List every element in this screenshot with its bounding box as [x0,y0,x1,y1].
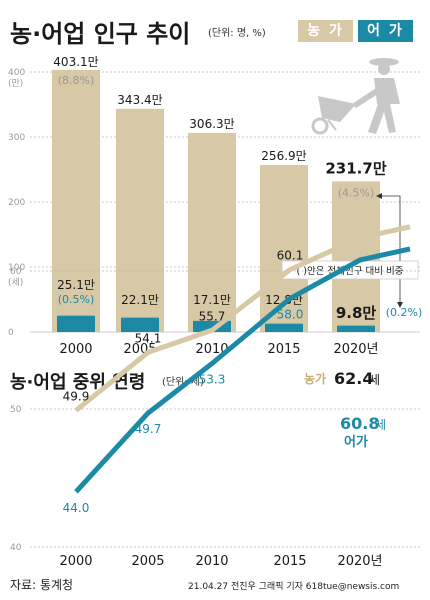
fish-value-label: 9.8만 [336,304,377,322]
x-category-label: 2010 [195,342,228,357]
y-tick-label: 300 [8,133,25,143]
farmer-wheelbarrow-illustration [311,58,400,135]
x-category-label: 2020년 [333,342,378,357]
fish-bar [121,317,159,332]
legend-farm: 농 가 [298,20,353,42]
farm-age-label: 55.7 [199,309,226,323]
fish-series-name: 어가 [344,434,368,450]
age-unit-label: (단위: 세) [162,377,204,388]
x-category-label: 2005 [131,554,164,569]
fish-age-line [74,246,411,494]
annotation-note: ( )안은 전체인구 대비 비중 [297,266,404,277]
x-category-label: 2015 [273,554,306,569]
y-tick-label: 40 [10,543,22,553]
farm-value-label: 256.9만 [261,149,306,163]
y-tick-label: 400 [8,68,25,78]
fish-end-value: 60.8 [340,414,379,433]
y-unit-label: (만) [8,78,23,89]
farm-bar [116,108,164,332]
farm-age-label: 49.9 [63,389,90,403]
farm-age-label: 60.1 [277,249,304,263]
x-category-label: 2015 [267,342,300,357]
fish-bar [265,323,303,332]
x-category-label: 2010 [195,554,228,569]
annotation-arrow [376,193,382,199]
farm-age-label: 54.1 [135,331,162,345]
annotation-box [281,260,419,280]
fish-bar [337,325,375,332]
x-category-label: 2000 [59,342,92,357]
fish-end-unit: 세 [375,418,386,432]
fish-value-label: 22.1만 [121,293,159,307]
farm-age-line [74,224,411,413]
farm-end-value: 62.4 [334,369,373,388]
y-tick-label: 0 [8,328,14,338]
fish-age-label: 58.0 [277,308,304,322]
fish-share-label: (0.2%) [386,306,423,319]
legend-fish: 어 가 [358,20,413,42]
page-title: 농·어업 인구 추이 [10,20,191,48]
fish-age-label: 44.0 [63,501,90,515]
x-category-label: 2020년 [337,554,382,569]
fish-value-label: 17.1만 [193,293,231,307]
fish-age-label: 53.3 [199,372,226,386]
y-tick-label: 60 [10,267,22,277]
farm-share-label: (4.5%) [338,186,375,199]
fish-value-label: 25.1만 [57,278,95,292]
farm-value-label: 306.3만 [189,117,234,131]
farm-value-label: 343.4만 [117,93,162,107]
y-tick-label: 200 [8,198,25,208]
farm-bar [52,69,100,333]
farm-share-label: (8.8%) [58,74,95,87]
section-title-age: 농·어업 중위 연령 [10,372,146,393]
x-category-label: 2000 [59,554,92,569]
fish-bar [57,315,95,332]
fish-share-label: (0.5%) [58,293,95,306]
fish-age-label: 49.7 [135,422,162,436]
unit-label: (단위: 명, %) [208,28,266,39]
farm-bar [188,132,236,332]
farm-series-name: 농가 [304,371,326,386]
farm-value-label: 403.1만 [53,55,98,69]
y-tick-label: 100 [8,263,25,273]
farm-end-unit: 세 [369,373,380,387]
credit-label: 21.04.27 전진우 그래픽 기자 618tue@newsis.com [188,582,400,592]
annotation-arrow [397,302,403,308]
fish-bar [193,320,231,332]
source-label: 자료: 통계청 [10,578,74,592]
y-unit-label: (세) [8,277,23,288]
y-tick-label: 50 [10,405,22,415]
farm-value-label: 231.7만 [325,159,386,177]
